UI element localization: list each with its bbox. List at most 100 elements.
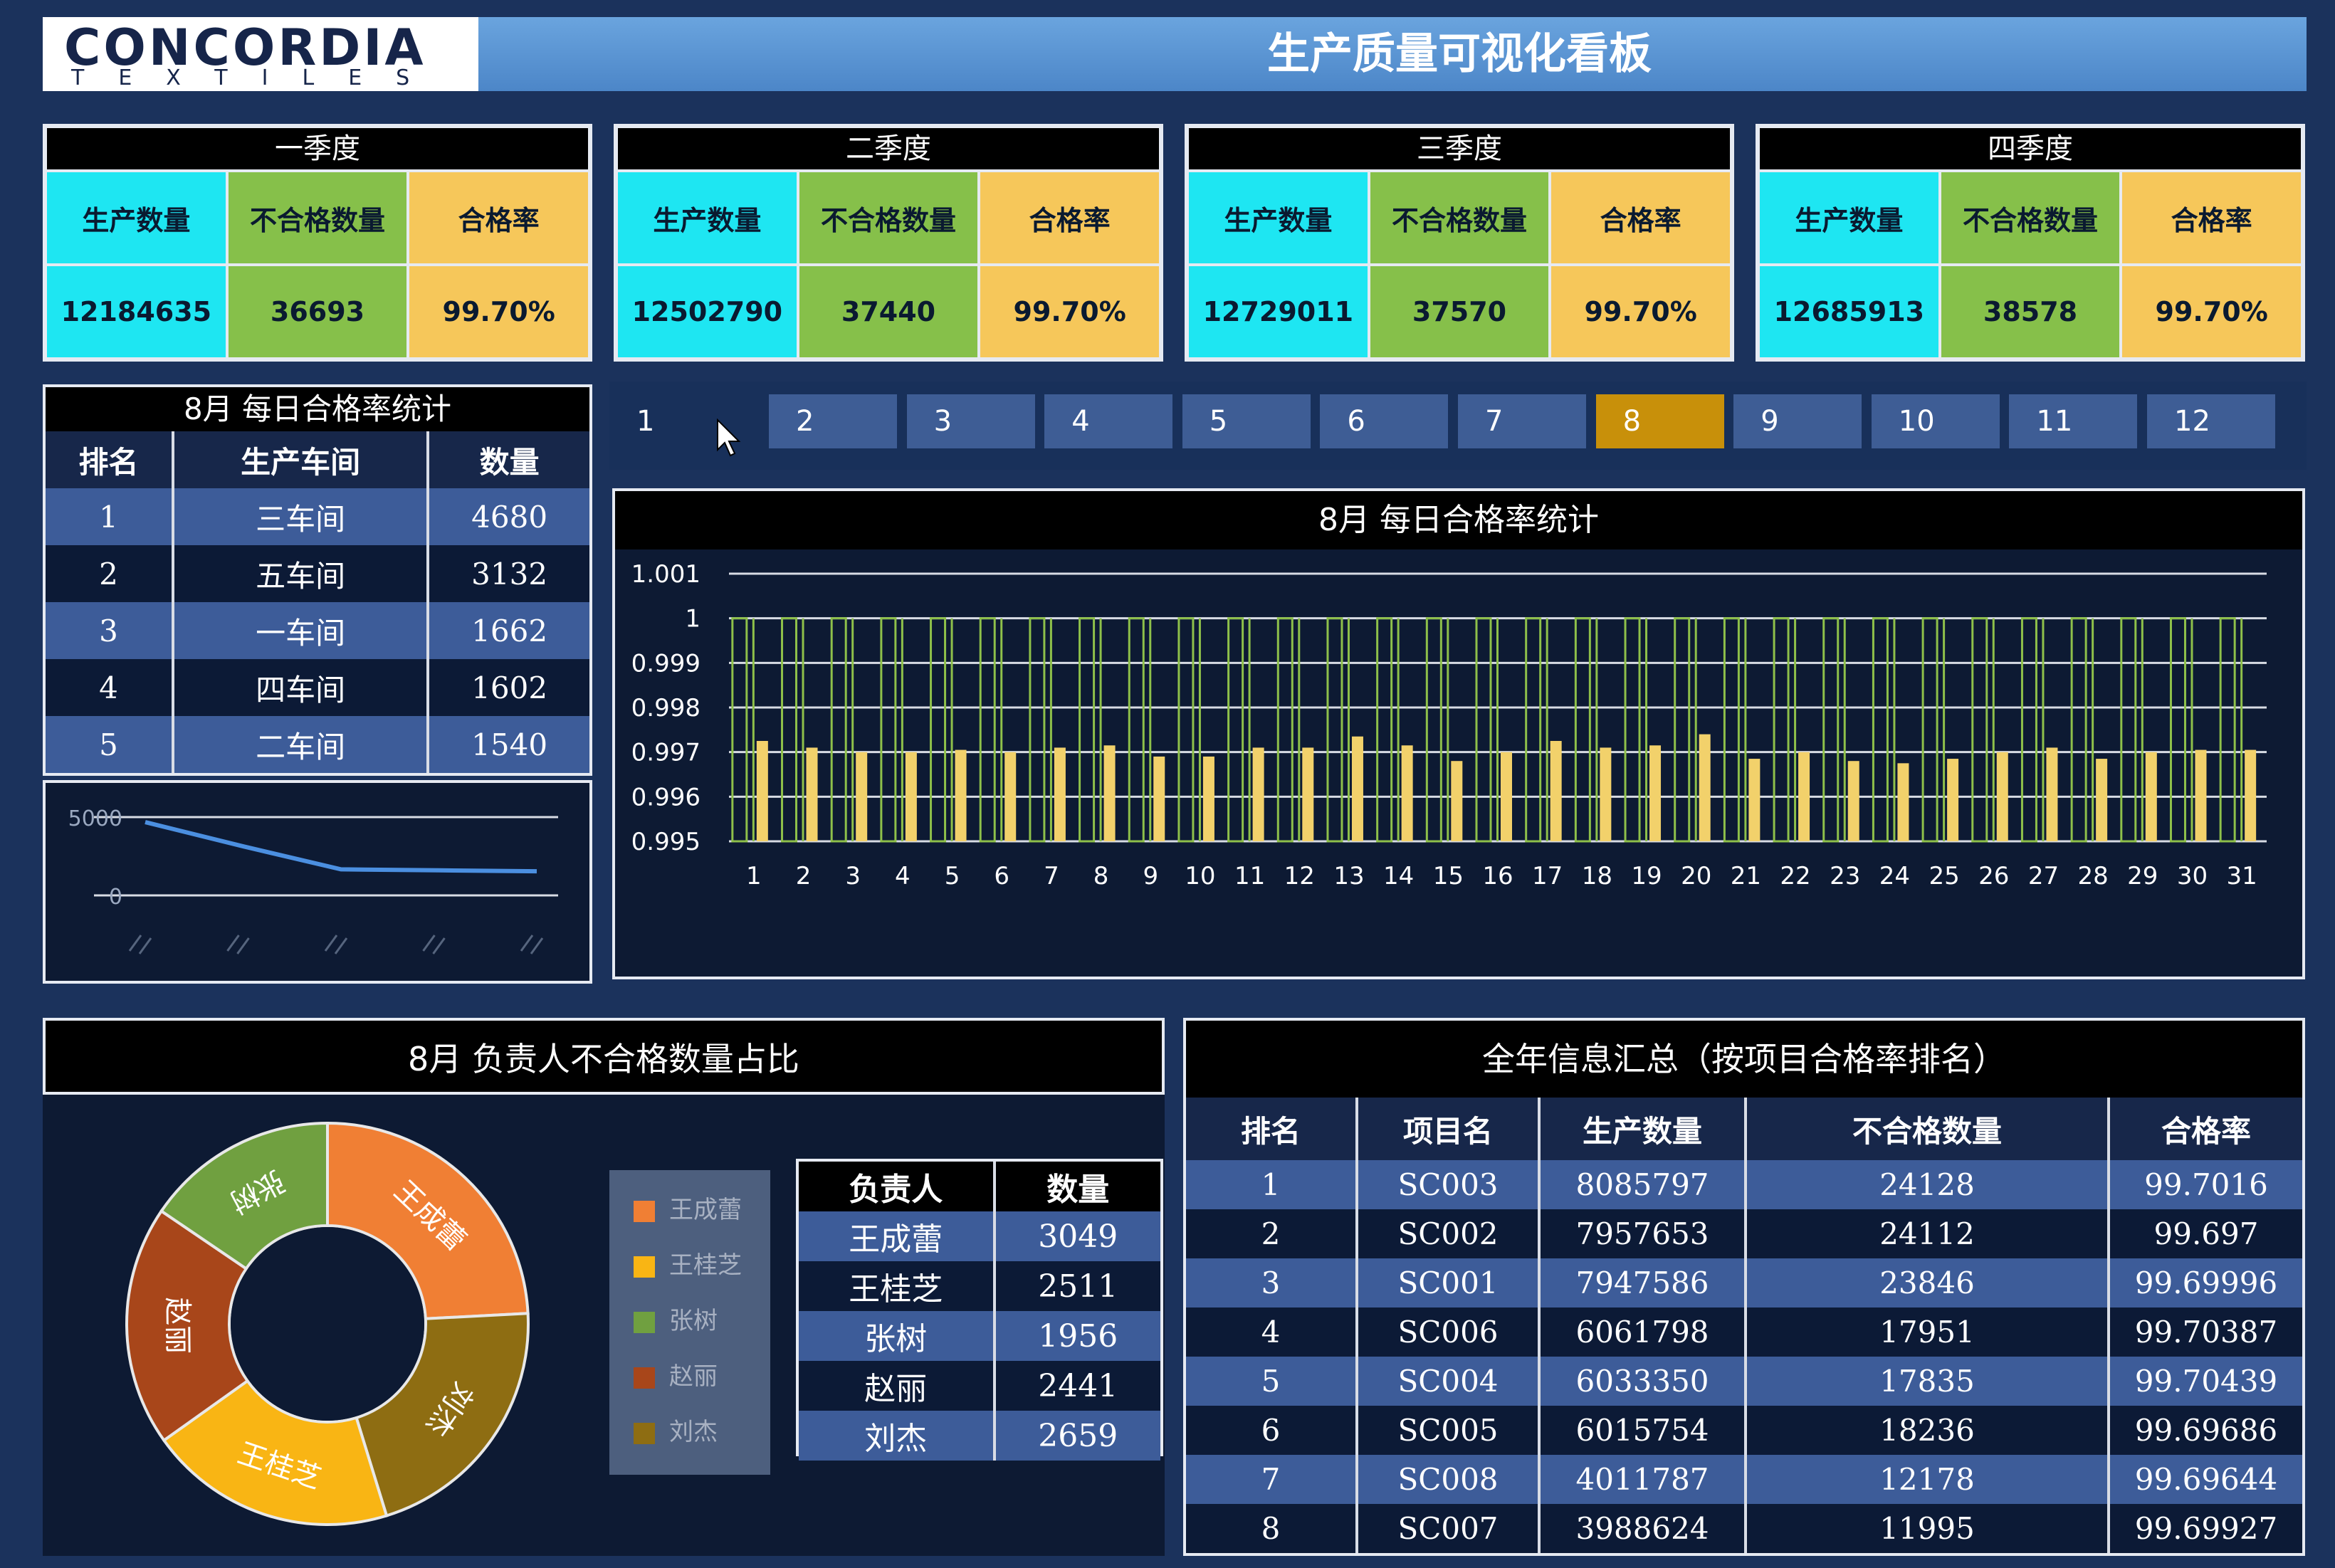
summary-cell: 7947586: [1538, 1258, 1746, 1307]
bar-target: [1525, 617, 1542, 843]
bar-target-edge: [2042, 618, 2045, 841]
summary-cell: 12178: [1744, 1455, 2109, 1504]
table-row: 1 三车间 4680: [46, 488, 589, 545]
bar-target: [1376, 617, 1393, 843]
bar-rate: [1748, 759, 1761, 841]
bar-target-edge: [950, 618, 953, 841]
bar-target-edge: [1943, 618, 1946, 841]
mini-y-tick: 5000: [68, 806, 122, 831]
quarter-defects-label: 不合格数量: [799, 172, 978, 263]
legend-swatch: [634, 1422, 655, 1444]
x-tick-label: 9: [1143, 862, 1158, 890]
month-tab-8[interactable]: 8: [1595, 394, 1724, 448]
quarter-production-value: 12729011: [1189, 266, 1368, 357]
bar-rate: [2195, 749, 2207, 841]
x-tick-label: 10: [1185, 862, 1215, 890]
x-tick-label: 26: [1978, 862, 2009, 890]
x-tick-label: 11: [1234, 862, 1265, 890]
rank-cell: 2: [99, 556, 118, 591]
bar-target-edge: [1397, 618, 1400, 841]
daily-rate-chart-title: 8月 每日合格率统计: [615, 491, 2302, 549]
month-tab-3[interactable]: 3: [906, 394, 1035, 448]
legend-label: 赵丽: [669, 1362, 718, 1391]
donut-slice: [162, 1379, 389, 1526]
bar-target: [1574, 617, 1591, 843]
owner-cell: 王成蕾: [849, 1221, 943, 1258]
bar-target-edge: [1149, 618, 1152, 841]
owner-cell: 2659: [992, 1411, 1160, 1461]
bar-target-edge: [1893, 618, 1896, 841]
x-tick-label: 6: [994, 862, 1009, 890]
bar-target: [1128, 617, 1145, 843]
summary-cell: 4011787: [1538, 1455, 1746, 1504]
bar-target: [830, 617, 847, 843]
summary-cell: 24112: [1744, 1209, 2109, 1258]
summary-cell: 6015754: [1538, 1406, 1746, 1455]
month-tab-9[interactable]: 9: [1733, 394, 1862, 448]
x-tick-label: 17: [1532, 862, 1563, 890]
quarter-card: 四季度 生产数量 不合格数量 合格率 12685913 38578 99.70%: [1756, 124, 2305, 362]
rank-cell: 一车间: [172, 602, 429, 659]
quarter-stats: 生产数量 不合格数量 合格率 12685913 38578 99.70%: [1760, 169, 2301, 357]
y-tick-label: 0.998: [631, 694, 700, 722]
summary-header-cell: 项目名: [1355, 1098, 1539, 1160]
bar-rate: [1996, 752, 2008, 841]
bar-rate: [1947, 759, 1959, 841]
bar-target-edge: [1992, 618, 1995, 841]
summary-cell: SC007: [1355, 1504, 1539, 1553]
donut-slice: [159, 1121, 329, 1271]
bar-target-edge: [1694, 618, 1697, 841]
month-tab-11[interactable]: 11: [2009, 394, 2138, 448]
bar-target-edge: [1645, 618, 1648, 841]
rank-cell: 5: [99, 727, 118, 762]
quarter-rate-label: 合格率: [980, 172, 1159, 263]
summary-cell: 4: [1261, 1315, 1281, 1349]
summary-cell: SC001: [1355, 1258, 1539, 1307]
owner-pie-title: 8月 负责人不合格数量占比: [43, 1018, 1165, 1095]
table-row: 2 SC002 7957653 24112 99.697: [1186, 1209, 2302, 1258]
summary-cell: SC003: [1355, 1160, 1539, 1209]
month-tab-7[interactable]: 7: [1458, 394, 1586, 448]
bar-rate: [1153, 756, 1165, 841]
x-tick-label: 5: [945, 862, 960, 890]
bar-target: [2120, 617, 2137, 843]
month-tab-2[interactable]: 2: [769, 394, 897, 448]
quarter-rate-label: 合格率: [409, 172, 588, 263]
owner-cell: 王桂芝: [849, 1271, 943, 1307]
month-tab-6[interactable]: 6: [1320, 394, 1449, 448]
quarter-defects-label: 不合格数量: [1370, 172, 1549, 263]
owner-header-cell: 数量: [992, 1162, 1160, 1211]
summary-cell: 24128: [1744, 1160, 2109, 1209]
month-tab-10[interactable]: 10: [1871, 394, 2000, 448]
bar-target-edge: [1298, 618, 1301, 841]
x-tick-label: 12: [1284, 862, 1315, 890]
bar-target: [2219, 617, 2236, 843]
summary-cell: 17835: [1744, 1357, 2109, 1406]
rank-cell: 3: [99, 613, 118, 648]
month-tab-5[interactable]: 5: [1182, 394, 1311, 448]
bar-target: [1971, 617, 1988, 843]
month-tab-12[interactable]: 12: [2147, 394, 2275, 448]
donut-slice-label: 赵丽: [161, 1297, 194, 1354]
legend-swatch: [634, 1256, 655, 1278]
rank-cell: 1602: [426, 659, 589, 716]
month-tab-4[interactable]: 4: [1044, 394, 1173, 448]
table-row: 刘杰 2659: [799, 1411, 1160, 1461]
table-row: 王桂芝 2511: [799, 1261, 1160, 1311]
owner-pie-legend: 王成蕾 王桂芝 张树 赵丽 刘杰: [609, 1170, 770, 1475]
bar-target-edge: [851, 618, 854, 841]
quarter-production-value: 12685913: [1760, 266, 1938, 357]
summary-header-cell: 生产数量: [1538, 1098, 1746, 1160]
bar-rate: [1600, 747, 1612, 841]
bar-target-edge: [1347, 618, 1350, 841]
bar-target: [2020, 617, 2037, 843]
summary-cell: 7: [1261, 1462, 1281, 1497]
bar-target: [930, 617, 947, 843]
summary-cell: 6061798: [1538, 1307, 1746, 1357]
daily-rate-chart-panel: 8月 每日合格率统计 1.001 1 0.999 0.998 0.997 0.996 0.9…: [612, 488, 2305, 979]
logo-sub-text: TEXTILES: [71, 65, 444, 90]
summary-cell: 99.70387: [2107, 1307, 2302, 1357]
table-row: 2 五车间 3132: [46, 545, 589, 602]
x-tick-label: 25: [1929, 862, 1959, 890]
month-tab-1[interactable]: 1: [636, 405, 655, 438]
